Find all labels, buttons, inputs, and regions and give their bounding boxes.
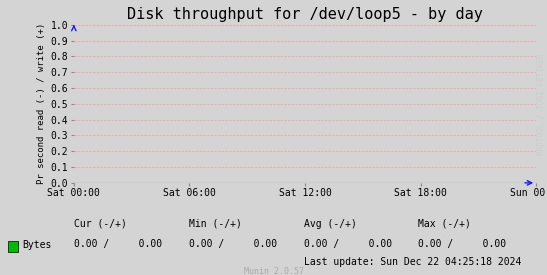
Title: Disk throughput for /dev/loop5 - by day: Disk throughput for /dev/loop5 - by day	[127, 7, 483, 22]
Text: Cur (-/+): Cur (-/+)	[74, 219, 127, 229]
Text: 0.00 /     0.00: 0.00 / 0.00	[74, 240, 162, 249]
Text: 0.00 /     0.00: 0.00 / 0.00	[304, 240, 392, 249]
Text: 0.00 /     0.00: 0.00 / 0.00	[189, 240, 277, 249]
Text: 0.00 /     0.00: 0.00 / 0.00	[418, 240, 507, 249]
Text: Max (-/+): Max (-/+)	[418, 219, 472, 229]
Text: Min (-/+): Min (-/+)	[189, 219, 242, 229]
Text: Bytes: Bytes	[22, 240, 52, 249]
Text: Last update: Sun Dec 22 04:25:18 2024: Last update: Sun Dec 22 04:25:18 2024	[304, 257, 521, 266]
Text: Avg (-/+): Avg (-/+)	[304, 219, 357, 229]
Text: RRDTOOL / TOBI OETIKER: RRDTOOL / TOBI OETIKER	[537, 54, 546, 155]
Text: Munin 2.0.57: Munin 2.0.57	[243, 267, 304, 275]
Y-axis label: Pr second read (-) / write (+): Pr second read (-) / write (+)	[38, 23, 46, 185]
